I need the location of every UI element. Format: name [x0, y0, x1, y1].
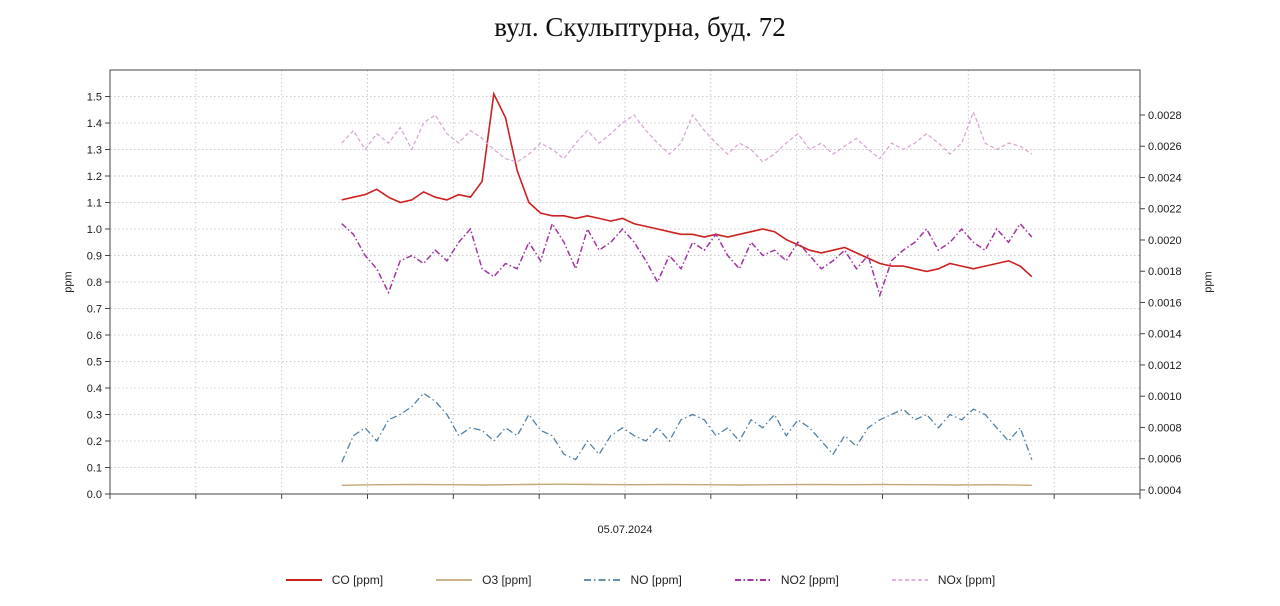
left-tick-label: 0.0: [87, 489, 102, 501]
left-tick-label: 0.6: [87, 330, 102, 342]
right-tick-label: 0.0024: [1148, 172, 1182, 184]
left-tick-label: 0.9: [87, 251, 102, 263]
legend-line-swatch: [285, 579, 322, 581]
chart-legend: CO [ppm] O3 [ppm] NO [ppm] NO2 [ppm] NOx [pp…: [0, 573, 1280, 587]
series-line-co: [341, 91, 1033, 278]
right-tick-label: 0.0006: [1148, 454, 1182, 466]
legend-line-swatch: [891, 579, 928, 581]
legend-item-label: NO2 [ppm]: [780, 573, 839, 587]
series-line-o3: [341, 483, 1032, 486]
page-title: вул. Скульптурна, буд. 72: [494, 12, 786, 42]
x-axis-date-label: 05.07.2024: [597, 524, 653, 536]
right-tick-label: 0.0004: [1148, 485, 1182, 497]
legend-item: NO [ppm]: [583, 573, 682, 587]
right-tick-label: 0.0014: [1148, 329, 1182, 341]
right-tick-label: 0.0012: [1148, 360, 1182, 372]
legend-item: NO2 [ppm]: [734, 573, 839, 587]
left-tick-label: 0.1: [87, 463, 102, 475]
legend-line-swatch: [584, 579, 621, 581]
right-tick-label: 0.0016: [1148, 297, 1182, 309]
left-tick-label: 0.8: [87, 277, 102, 289]
right-tick-label: 0.0028: [1148, 110, 1182, 122]
left-tick-label: 1.0: [87, 224, 102, 236]
left-tick-label: 1.3: [87, 145, 102, 157]
left-tick-label: 0.5: [87, 357, 102, 369]
left-tick-label: 0.3: [87, 410, 102, 422]
right-tick-label: 0.0010: [1148, 391, 1182, 403]
legend-line-swatch: [734, 579, 771, 581]
left-tick-label: 1.2: [87, 171, 102, 183]
left-tick-label: 1.1: [87, 198, 102, 210]
legend-item: CO [ppm]: [285, 573, 383, 587]
series-line-no2: [341, 221, 1033, 298]
left-tick-label: 1.5: [87, 92, 102, 104]
right-tick-label: 0.0022: [1148, 204, 1182, 216]
legend-item-label: NO [ppm]: [630, 573, 682, 587]
legend-item-label: NOx [ppm]: [937, 573, 996, 587]
legend-item: O3 [ppm]: [435, 573, 531, 587]
right-tick-label: 0.0018: [1148, 266, 1182, 278]
legend-item-label: O3 [ppm]: [482, 573, 532, 587]
line-chart: 0.0 0.1 0.2 0.3 0.4 0.5 0.6 0.7 0.8 0.9 1.0 1.1 1.2 1…: [87, 69, 1182, 501]
left-tick-label: 0.2: [87, 436, 102, 448]
legend-line-swatch: [436, 579, 473, 581]
series-line-no: [341, 392, 1033, 463]
right-tick-label: 0.0020: [1148, 235, 1182, 247]
legend-item: NOx [ppm]: [891, 573, 995, 587]
series-line-nox: [341, 110, 1033, 163]
left-tick-label: 1.4: [87, 118, 102, 130]
left-tick-label: 0.4: [87, 383, 102, 395]
right-tick-label: 0.0026: [1148, 141, 1182, 153]
legend-item-label: CO [ppm]: [331, 573, 384, 587]
right-tick-label: 0.0008: [1148, 422, 1182, 434]
left-tick-label: 0.7: [87, 304, 102, 316]
